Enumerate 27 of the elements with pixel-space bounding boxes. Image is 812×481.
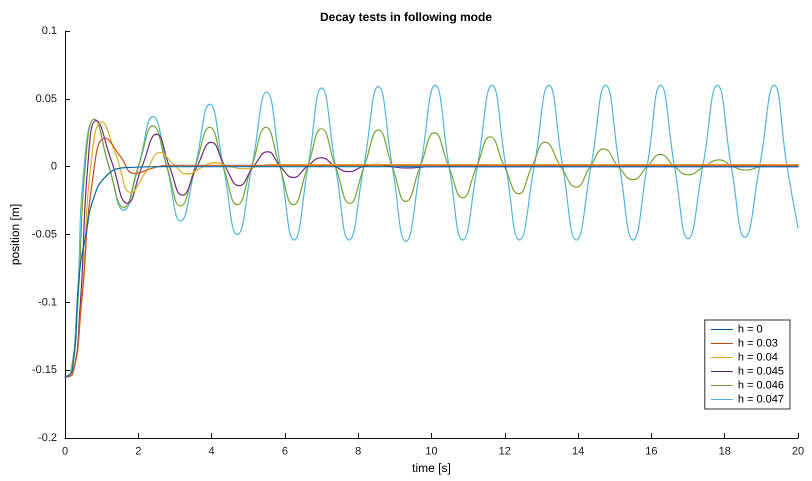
legend-label: h = 0.047: [738, 394, 784, 406]
x-axis-title: time [s]: [412, 460, 451, 475]
y-tick-label: -0.05: [32, 228, 57, 240]
y-tick-label: 0.05: [36, 92, 57, 105]
legend-label: h = 0.045: [738, 366, 784, 378]
chart-title: Decay tests in following mode: [320, 10, 492, 24]
x-tick-label: 6: [282, 446, 288, 458]
x-tick-label: 12: [498, 446, 511, 458]
y-tick-label: 0: [50, 160, 57, 173]
x-tick-label: 16: [645, 446, 658, 458]
x-tick-label: 14: [572, 446, 584, 458]
legend-label: h = 0.046: [738, 380, 784, 392]
y-tick-label: -0.15: [32, 364, 57, 376]
x-tick-label: 20: [792, 446, 804, 458]
legend-label: h = 0: [738, 324, 763, 336]
legend-label: h = 0.03: [738, 338, 778, 350]
x-tick-label: 4: [208, 446, 215, 458]
y-tick-label: -0.2: [38, 432, 57, 444]
x-tick-label: 2: [135, 446, 142, 458]
y-tick-label: 0.1: [42, 25, 57, 37]
legend-label: h = 0.04: [738, 352, 778, 364]
x-tick-label: 10: [425, 446, 438, 458]
x-tick-label: 18: [718, 446, 731, 458]
y-axis-title: position [m]: [8, 204, 22, 266]
x-tick-label: 8: [355, 446, 362, 458]
y-tick-label: -0.1: [38, 296, 57, 308]
x-tick-label: 0: [62, 446, 68, 458]
